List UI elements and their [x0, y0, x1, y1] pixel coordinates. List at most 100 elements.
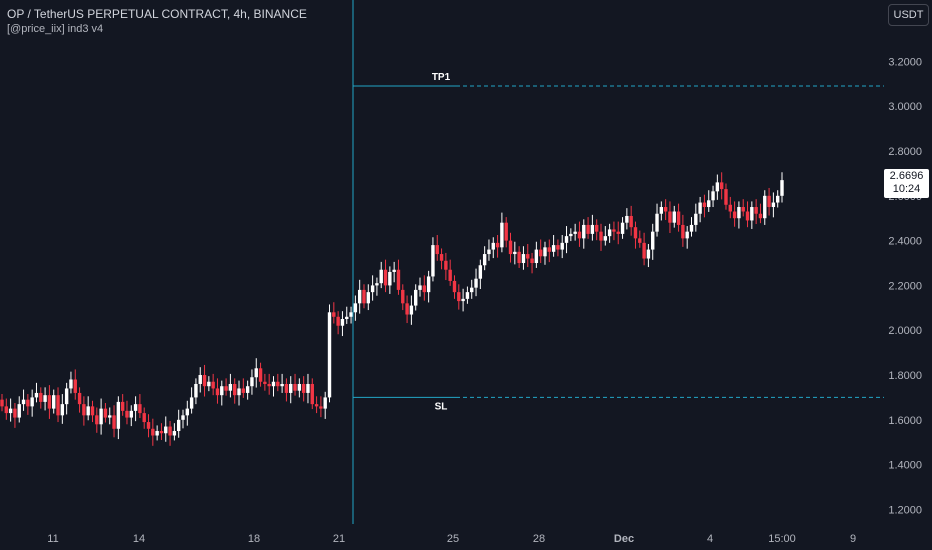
candle-body	[370, 285, 375, 293]
candles-layer	[0, 172, 784, 446]
price-axis[interactable]: 3.20003.00002.80002.60002.40002.20002.00…	[888, 56, 922, 516]
time-tick-label: 18	[248, 533, 260, 545]
candle-body	[181, 415, 185, 420]
candle-body	[737, 207, 741, 219]
candle-body	[30, 397, 34, 407]
levels-layer: TP1 SL	[352, 0, 884, 524]
current-price-tag: 2.6696 10:24	[884, 169, 929, 198]
candle-body	[392, 269, 396, 272]
candle-body	[681, 224, 685, 239]
candle-body	[651, 231, 655, 250]
candle-body	[487, 249, 491, 255]
candle-body	[590, 224, 595, 234]
candle-body	[715, 182, 720, 192]
candle-body	[577, 231, 582, 239]
candle-body	[176, 419, 181, 432]
level-label: TP1	[432, 72, 451, 83]
candle-body	[707, 200, 711, 208]
candle-body	[625, 215, 629, 223]
candle-body	[646, 249, 651, 259]
candle-body	[586, 224, 590, 234]
candle-body	[470, 287, 474, 293]
candle-body	[332, 312, 336, 317]
price-tick-label: 2.8000	[888, 146, 922, 158]
candle-body	[13, 408, 17, 418]
candle-body	[133, 404, 138, 411]
candle-body	[125, 410, 129, 418]
currency-button[interactable]: USDT	[888, 4, 929, 26]
candle-body	[375, 283, 379, 286]
price-tick-label: 2.2000	[888, 280, 922, 292]
price-tick-label: 1.6000	[888, 415, 922, 427]
time-tick-label: 14	[133, 533, 145, 545]
time-tick-label: 15:00	[768, 533, 796, 545]
candle-body	[607, 229, 612, 237]
candle-body	[629, 215, 633, 228]
candle-body	[517, 251, 521, 264]
candle-body	[258, 368, 263, 382]
time-tick-label: Dec	[614, 533, 634, 545]
candle-body	[659, 207, 664, 214]
candle-body	[4, 406, 9, 414]
candle-body	[151, 428, 155, 436]
candle-body	[401, 289, 405, 304]
candle-body	[17, 404, 21, 418]
candle-body	[336, 316, 340, 326]
candle-body	[594, 224, 599, 232]
candle-body	[155, 431, 159, 436]
current-price-value: 2.6696	[889, 170, 924, 182]
candle-body	[508, 240, 513, 255]
candle-body	[263, 381, 267, 384]
candle-body	[99, 408, 103, 425]
candle-body	[383, 269, 388, 286]
candle-body	[741, 207, 745, 212]
time-tick-label: 4	[707, 533, 713, 545]
candle-body	[82, 404, 86, 416]
candle-body	[237, 388, 241, 396]
price-tick-label: 2.4000	[888, 236, 922, 248]
candle-body	[297, 383, 302, 391]
time-tick-label: 25	[447, 533, 459, 545]
candle-body	[366, 292, 370, 304]
candle-body	[47, 395, 52, 409]
candle-body	[357, 289, 362, 304]
candle-body	[547, 247, 551, 252]
time-axis[interactable]: 11 14 18 21 25 28 Dec 4 15:00 9	[47, 533, 856, 545]
candle-body	[388, 271, 392, 286]
candle-body	[129, 410, 133, 418]
candle-body	[758, 213, 763, 219]
candle-body	[771, 202, 776, 208]
candle-body	[698, 202, 702, 214]
price-tick-label: 3.2000	[888, 56, 922, 68]
indicator-label[interactable]: [@price_iix] ind3 v4	[7, 23, 104, 35]
candle-body	[724, 189, 728, 205]
time-tick-label: 28	[533, 533, 545, 545]
candle-body	[69, 379, 73, 389]
candle-body	[43, 395, 47, 402]
candle-body	[767, 195, 771, 208]
candle-body	[719, 182, 724, 190]
candle-body	[142, 413, 146, 423]
candle-body	[202, 375, 207, 387]
candle-body	[405, 303, 409, 315]
candle-body	[228, 383, 233, 391]
candle-body	[732, 211, 737, 219]
candle-body	[620, 222, 625, 234]
candle-body	[418, 285, 422, 290]
candle-body	[745, 211, 750, 221]
candle-body	[564, 236, 569, 243]
candle-body	[327, 312, 332, 398]
candle-body	[271, 381, 276, 387]
candle-body	[185, 408, 190, 416]
symbol-title[interactable]: OP / TetherUS PERPETUAL CONTRACT, 4h, BI…	[7, 7, 307, 21]
candle-body	[521, 254, 526, 264]
candle-body	[526, 254, 530, 259]
candle-body	[482, 254, 487, 266]
candle-body	[457, 292, 461, 302]
candle-body	[750, 207, 754, 221]
candle-body	[663, 207, 668, 212]
candle-body	[103, 408, 108, 418]
candle-body	[211, 381, 215, 389]
candle-body	[56, 395, 60, 416]
